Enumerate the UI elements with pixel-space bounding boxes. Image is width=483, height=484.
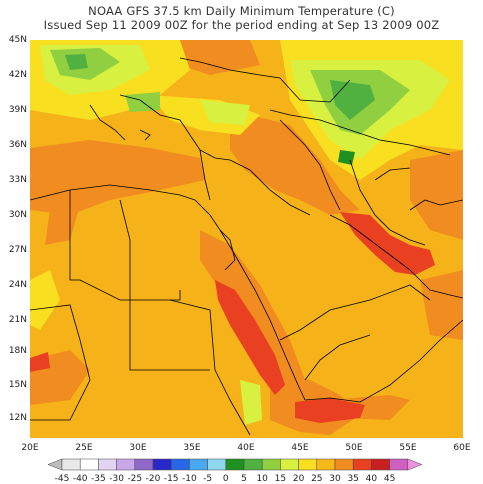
legend-label: 35 [347,474,359,484]
lat-label-21n: 21N [8,315,27,325]
lon-label-20e: 20E [21,443,39,453]
map-subtitle: Issued Sep 11 2009 00Z for the period en… [43,18,440,32]
lon-label-25e: 25E [75,443,93,453]
lon-label-50e: 50E [345,443,363,453]
legend-swatch [243,458,263,471]
legend-label: -25 [127,474,143,484]
legend-swatches [47,458,423,471]
legend-swatch [225,458,245,471]
legend-swatch [316,458,336,471]
lon-label-60e: 60E [453,443,471,453]
lat-label-18n: 18N [8,346,27,356]
legend-label: -45 [54,474,70,484]
legend-swatch [389,458,409,471]
lat-label-33n: 33N [8,175,27,185]
legend-swatch [280,458,299,471]
legend-label: -5 [203,474,213,484]
lat-label-30n: 30N [8,210,27,220]
legend-right-arrow [407,458,423,471]
temperature-map [30,40,463,438]
lat-label-12n: 12N [8,413,27,423]
legend-label: 30 [329,474,341,484]
legend-swatch [170,458,190,471]
coastlines [30,57,463,436]
lat-label-45n: 45N [8,35,27,45]
lon-label-40e: 40E [237,443,255,453]
legend-swatch [189,458,208,471]
color-legend [47,458,423,471]
lat-label-39n: 39N [8,105,27,115]
hot-zones [30,212,435,423]
map-title: NOAA GFS 37.5 km Daily Minimum Temperatu… [88,4,395,18]
lon-label-35e: 35E [183,443,201,453]
legend-label: -35 [91,474,106,484]
legend-swatch [334,458,354,471]
lon-label-30e: 30E [129,443,147,453]
legend-swatch [134,458,154,471]
legend-swatch [116,458,136,471]
legend-swatch [152,458,172,471]
legend-label: 20 [292,474,305,484]
legend-left-arrow [47,458,63,471]
legend-label: -30 [109,474,124,484]
legend-label: 10 [256,474,268,484]
legend-swatch [371,458,390,471]
lat-label-27n: 27N [8,245,27,255]
legend-label: -40 [72,474,88,484]
legend-label: 5 [241,474,247,484]
legend-swatch [98,458,117,471]
legend-label: -10 [182,474,197,484]
lat-label-36n: 36N [8,140,27,150]
legend-label: 40 [365,474,378,484]
legend-label: 45 [383,474,396,484]
lon-label-55e: 55E [399,443,417,453]
legend-label: -15 [163,474,179,484]
lat-label-24n: 24N [8,280,27,290]
legend-swatch [352,458,372,471]
legend-swatch [261,458,281,471]
lon-label-45e: 45E [291,443,309,453]
legend-swatch [79,458,99,471]
legend-label: 25 [311,474,323,484]
legend-label: 15 [274,474,287,484]
legend-swatch [298,458,318,471]
legend-swatch [61,458,81,471]
legend-swatch [207,458,227,471]
lat-label-42n: 42N [8,70,27,80]
legend-label: 0 [222,474,229,484]
lat-label-15n: 15N [8,380,27,390]
legend-label: -20 [145,474,161,484]
